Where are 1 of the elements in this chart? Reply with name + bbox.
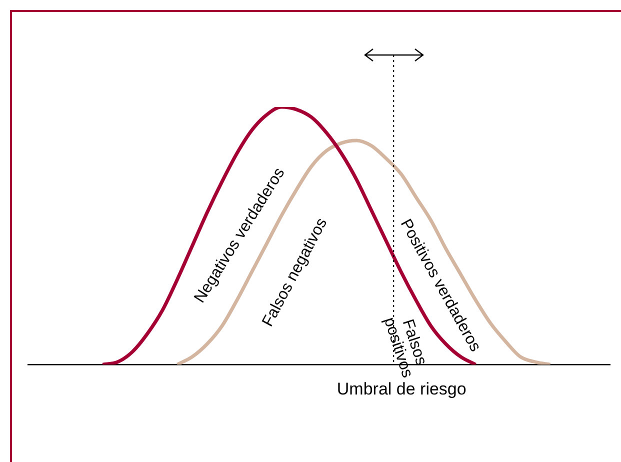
x-axis-title: Umbral de riesgo — [336, 379, 466, 398]
